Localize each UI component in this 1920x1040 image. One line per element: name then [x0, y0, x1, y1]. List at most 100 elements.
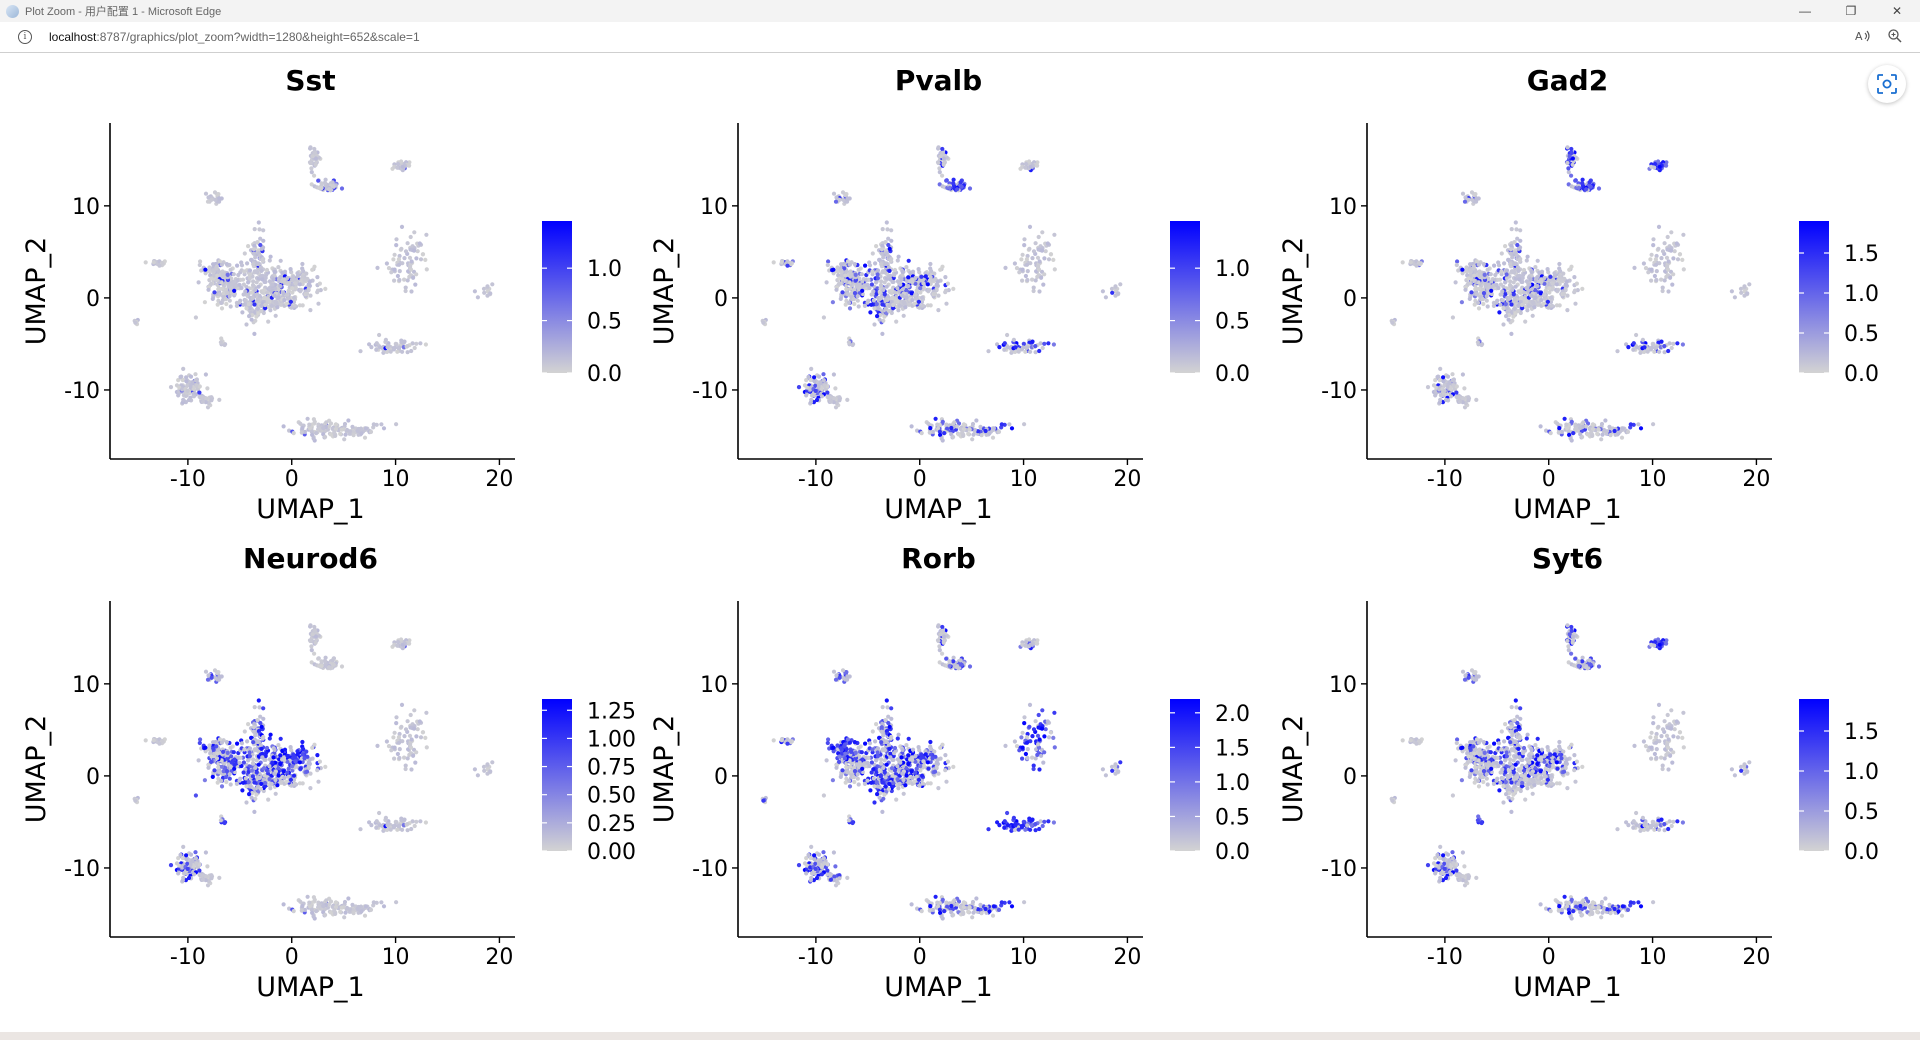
data-point — [1664, 274, 1669, 279]
data-point — [268, 308, 273, 313]
data-point — [321, 425, 326, 431]
colorbar-tick-label: 0.5 — [587, 310, 622, 335]
data-point — [226, 284, 231, 289]
data-point — [282, 747, 288, 752]
close-button[interactable]: ✕ — [1891, 4, 1903, 18]
data-point — [813, 388, 818, 393]
data-point — [935, 422, 940, 427]
data-point — [263, 306, 268, 311]
data-point — [392, 267, 397, 272]
data-point — [883, 240, 888, 245]
data-point — [403, 288, 408, 294]
read-aloud-icon[interactable]: A — [1854, 27, 1872, 45]
data-point — [377, 810, 382, 816]
data-point — [285, 753, 290, 758]
data-point — [292, 773, 297, 778]
data-point — [306, 760, 311, 765]
data-point — [396, 740, 402, 745]
data-point — [1569, 419, 1574, 424]
data-point — [1508, 262, 1513, 267]
data-point — [309, 644, 314, 649]
data-point — [385, 349, 390, 354]
data-point — [842, 278, 848, 283]
data-point — [879, 251, 884, 256]
site-info-icon[interactable]: i — [18, 30, 32, 44]
data-point — [261, 288, 267, 293]
zoom-icon[interactable] — [1886, 27, 1904, 45]
data-point — [374, 819, 379, 824]
data-point — [397, 823, 402, 828]
data-point — [343, 432, 348, 437]
data-point — [385, 345, 390, 350]
data-point — [898, 282, 903, 287]
data-point — [1027, 246, 1032, 251]
minimize-button[interactable]: — — [1799, 4, 1811, 18]
data-point — [407, 255, 413, 260]
data-point — [1443, 397, 1449, 403]
data-point — [191, 865, 196, 870]
data-point — [399, 159, 404, 164]
y-tick-label: 0 — [86, 287, 100, 312]
data-point — [285, 292, 290, 297]
data-point — [967, 186, 973, 191]
restore-button[interactable]: ❐ — [1845, 4, 1857, 18]
data-point — [1005, 345, 1011, 350]
data-point — [407, 160, 412, 165]
data-point — [210, 774, 215, 779]
data-point — [1732, 295, 1737, 300]
data-point — [254, 292, 259, 297]
data-point — [959, 184, 964, 189]
data-point — [1035, 163, 1040, 168]
data-point — [408, 712, 413, 718]
data-point — [916, 267, 921, 272]
data-point — [203, 267, 208, 272]
data-point — [903, 305, 908, 310]
data-point — [1513, 220, 1518, 225]
data-point — [1023, 165, 1028, 170]
data-point — [887, 303, 892, 308]
data-point — [1473, 287, 1478, 292]
data-point — [1584, 187, 1589, 192]
x-tick-label: 0 — [1542, 467, 1556, 492]
data-point — [252, 302, 257, 307]
url-field[interactable]: localhost:8787/graphics/plot_zoom?width=… — [49, 30, 420, 44]
data-point — [412, 230, 417, 235]
data-point — [1653, 262, 1659, 267]
data-point — [1484, 298, 1489, 303]
data-point — [219, 764, 225, 769]
data-point — [894, 319, 899, 324]
data-point — [1539, 269, 1545, 274]
data-point — [312, 628, 317, 633]
data-point — [852, 291, 858, 296]
data-point — [1023, 161, 1029, 167]
data-point — [927, 430, 932, 435]
data-point — [991, 426, 996, 431]
data-point — [374, 341, 379, 346]
data-point — [979, 433, 984, 438]
data-point — [209, 281, 214, 286]
data-point — [1515, 308, 1521, 314]
data-point — [249, 768, 254, 773]
data-point — [482, 290, 487, 295]
data-point — [899, 277, 904, 282]
data-point — [288, 299, 293, 304]
data-point — [840, 190, 846, 195]
data-point — [217, 292, 222, 297]
data-point — [259, 781, 264, 786]
data-point — [310, 267, 315, 272]
data-point — [1641, 261, 1646, 266]
data-point — [151, 260, 156, 265]
data-point — [1547, 286, 1552, 291]
data-point — [1563, 282, 1568, 287]
data-point — [1568, 436, 1573, 441]
data-point — [263, 780, 268, 786]
data-point — [900, 269, 905, 274]
data-point — [414, 734, 419, 739]
data-point — [1548, 431, 1553, 436]
data-point — [253, 287, 258, 292]
data-point — [1527, 282, 1532, 287]
data-point — [257, 227, 262, 232]
data-point — [939, 436, 944, 441]
data-point — [1462, 199, 1468, 204]
data-point — [1103, 295, 1108, 300]
